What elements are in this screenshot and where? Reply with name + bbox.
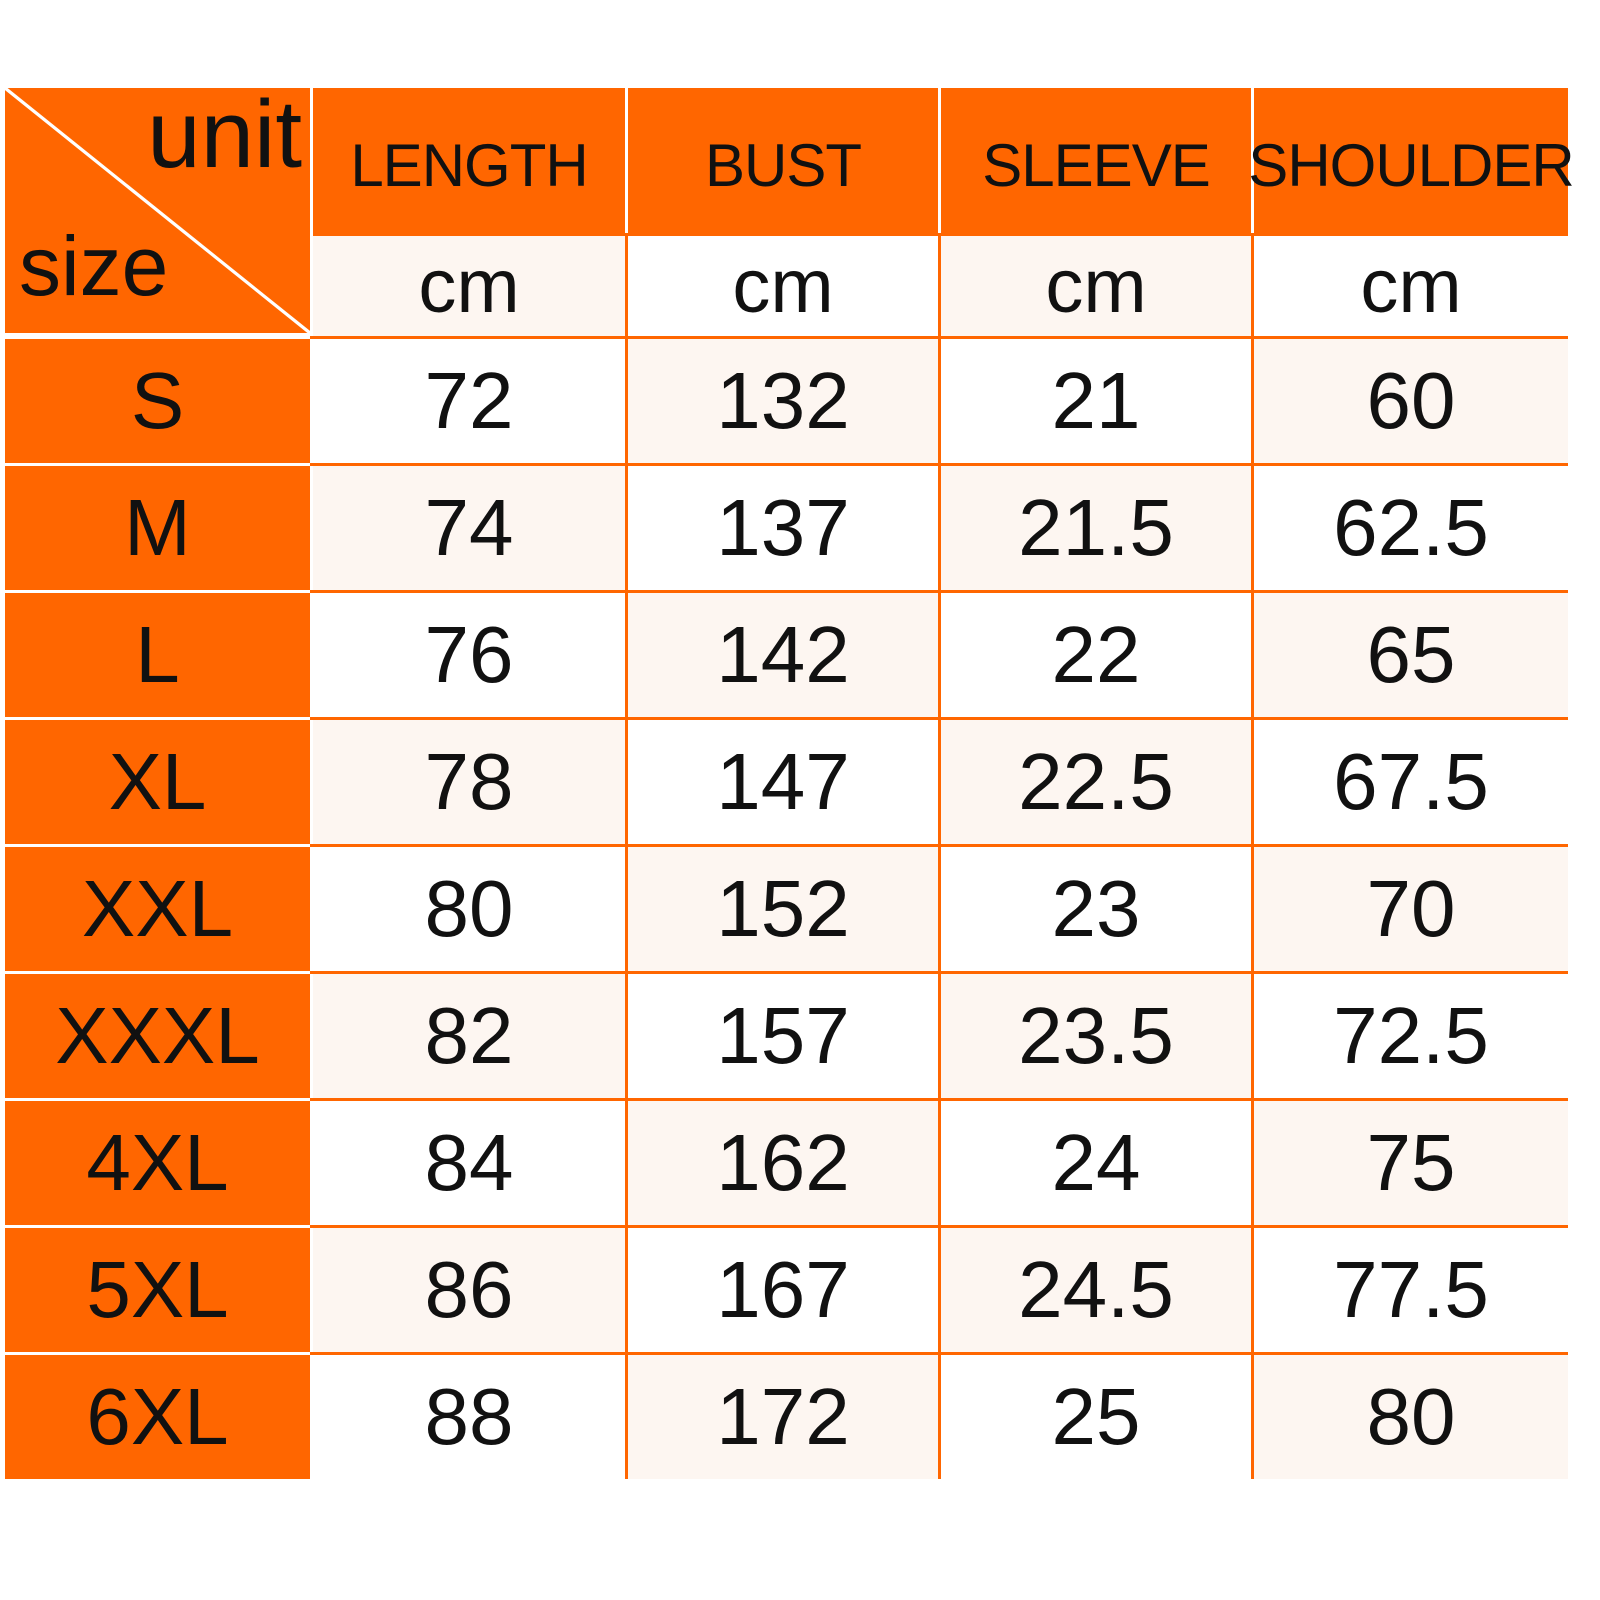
table-cell: 162 bbox=[628, 1101, 938, 1225]
unit-label: unit bbox=[147, 81, 302, 188]
size-label-m: M bbox=[5, 466, 310, 590]
table-cell: 142 bbox=[628, 593, 938, 717]
diagonal-divider bbox=[5, 88, 310, 333]
table-cell: 86 bbox=[313, 1228, 625, 1352]
table-cell: 76 bbox=[313, 593, 625, 717]
size-label: size bbox=[19, 219, 169, 313]
table-cell: 21.5 bbox=[941, 466, 1251, 590]
table-cell: 72.5 bbox=[1254, 974, 1568, 1098]
table-cell: 77.5 bbox=[1254, 1228, 1568, 1352]
table-cell: 23 bbox=[941, 847, 1251, 971]
column-header-sleeve: SLEEVE bbox=[941, 88, 1251, 233]
size-label-xxl: XXL bbox=[5, 847, 310, 971]
table-cell: 147 bbox=[628, 720, 938, 844]
column-header-shoulder: SHOULDER bbox=[1248, 88, 1575, 233]
table-cell: 62.5 bbox=[1254, 466, 1568, 590]
table-cell: 152 bbox=[628, 847, 938, 971]
table-cell: 21 bbox=[941, 339, 1251, 463]
size-label-xl: XL bbox=[5, 720, 310, 844]
size-label-xxxl: XXXL bbox=[5, 974, 310, 1098]
table-cell: 70 bbox=[1254, 847, 1568, 971]
table-cell: 82 bbox=[313, 974, 625, 1098]
unit-cell: cm bbox=[628, 236, 938, 336]
table-cell: 80 bbox=[1254, 1355, 1568, 1479]
table-cell: 75 bbox=[1254, 1101, 1568, 1225]
table-cell: 23.5 bbox=[941, 974, 1251, 1098]
table-cell: 78 bbox=[313, 720, 625, 844]
table-cell: 172 bbox=[628, 1355, 938, 1479]
unit-cell: cm bbox=[1254, 236, 1568, 336]
size-chart-table: unit size LENGTH cm BUST cm SLEEVE cm SHOULDER… bbox=[5, 81, 1575, 1479]
size-label-l: L bbox=[5, 593, 310, 717]
table-cell: 60 bbox=[1254, 339, 1568, 463]
table-cell: 72 bbox=[313, 339, 625, 463]
column-header-length: LENGTH bbox=[313, 88, 625, 233]
table-cell: 67.5 bbox=[1254, 720, 1568, 844]
table-cell: 137 bbox=[628, 466, 938, 590]
table-cell: 80 bbox=[313, 847, 625, 971]
table-cell: 84 bbox=[313, 1101, 625, 1225]
table-cell: 88 bbox=[313, 1355, 625, 1479]
size-label-6xl: 6XL bbox=[5, 1355, 310, 1479]
unit-cell: cm bbox=[313, 236, 625, 336]
table-cell: 24 bbox=[941, 1101, 1251, 1225]
table-cell: 74 bbox=[313, 466, 625, 590]
size-label-4xl: 4XL bbox=[5, 1101, 310, 1225]
table-cell: 157 bbox=[628, 974, 938, 1098]
unit-cell: cm bbox=[941, 236, 1251, 336]
column-header-bust: BUST bbox=[628, 88, 938, 233]
size-label-s: S bbox=[5, 339, 310, 463]
size-label-5xl: 5XL bbox=[5, 1228, 310, 1352]
corner-header-cell: unit size bbox=[5, 81, 313, 336]
table-cell: 22.5 bbox=[941, 720, 1251, 844]
table-cell: 22 bbox=[941, 593, 1251, 717]
table-cell: 132 bbox=[628, 339, 938, 463]
table-cell: 65 bbox=[1254, 593, 1568, 717]
table-cell: 25 bbox=[941, 1355, 1251, 1479]
table-cell: 167 bbox=[628, 1228, 938, 1352]
table-cell: 24.5 bbox=[941, 1228, 1251, 1352]
